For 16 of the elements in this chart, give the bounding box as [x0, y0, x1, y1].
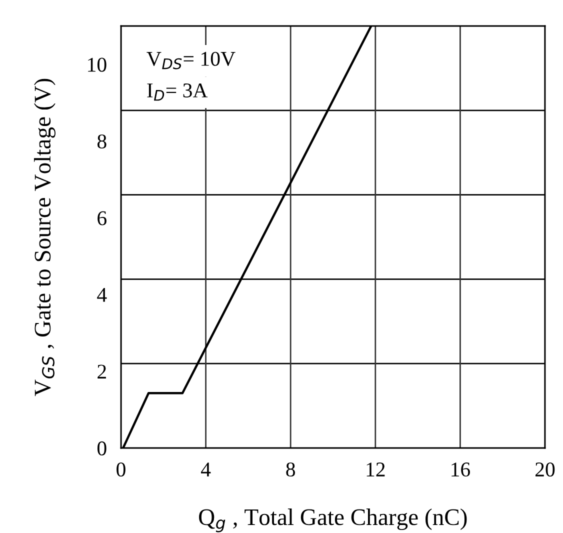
y-tick-label: 8 [97, 134, 106, 149]
y-tick-label: 2 [98, 364, 106, 378]
y-tick-label: 10 [88, 58, 106, 72]
x-tick-label: 8 [286, 462, 296, 477]
y-tick-label: 6 [98, 211, 106, 226]
x-tick-label: 0 [116, 462, 126, 477]
x-tick-label: 4 [201, 462, 211, 476]
y-axis-title: V$_{GS}$ , Gate to Source Voltage (V) [34, 78, 56, 396]
x-axis-title: Q$_{g}$ , Total Gate Charge (nC) [199, 508, 467, 532]
y-tick-label: 0 [97, 441, 106, 456]
x-tick-label: 16 [452, 462, 470, 477]
y-tick-label: 4 [97, 288, 107, 302]
annotation: I$_{D}$= 3A [147, 83, 208, 101]
x-tick-label: 20 [536, 462, 555, 477]
x-tick-label: 12 [366, 462, 385, 476]
annotation: V$_{DS}$= 10V [146, 52, 236, 70]
